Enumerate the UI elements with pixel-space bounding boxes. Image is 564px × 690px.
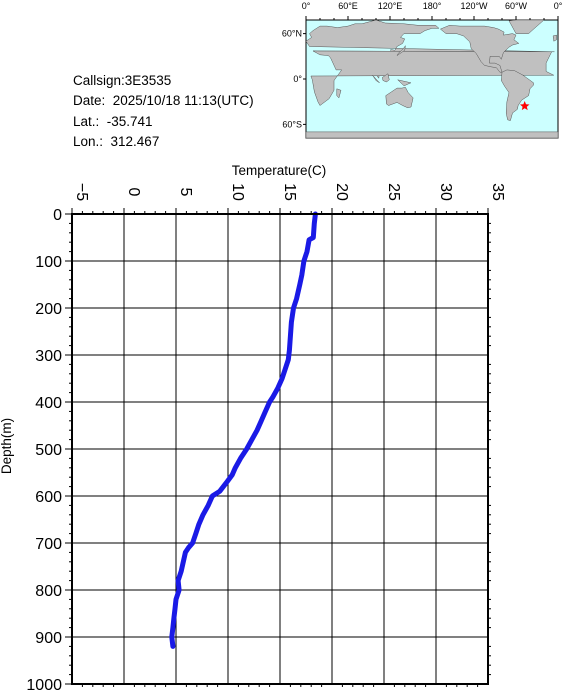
map-lon-label: 180° — [423, 1, 442, 11]
map-lon-label: 120°E — [378, 1, 403, 11]
map-lon-label: 60°E — [338, 1, 358, 11]
map-lon-label: 60°W — [505, 1, 528, 11]
grid — [71, 213, 489, 685]
temperature-profile-line — [169, 211, 318, 649]
y-tick-label: 500 — [35, 442, 62, 459]
map-ticks — [303, 16, 559, 125]
map-lat-label: 0° — [293, 74, 302, 84]
map-lat-labels: 60°N 0° 60°S — [282, 29, 303, 130]
map-landmass — [372, 75, 380, 84]
y-tick-label: 100 — [35, 254, 62, 271]
map-landmass — [396, 79, 412, 87]
x-tick-label: −5 — [73, 183, 90, 201]
map-lon-labels: 0° 60°E 120°E 180° 120°W 60°W 0° — [302, 1, 563, 11]
x-tick-label: 30 — [437, 183, 454, 201]
map-landmass — [501, 69, 534, 121]
y-tick-label: 300 — [35, 348, 62, 365]
x-tick-label: 10 — [229, 183, 246, 201]
x-tick-label: 25 — [385, 183, 402, 201]
map-frame-group: 0° 60°E 120°E 180° 120°W 60°W 0° 60°N 0° 60°S — [282, 1, 563, 139]
x-tick-label: 0 — [125, 188, 142, 197]
minor-ticks — [65, 208, 491, 687]
y-tick-labels: 0 100 200 300 400 500 600 700 800 900 1000 — [26, 207, 62, 690]
x-tick-label: 20 — [333, 183, 350, 201]
date-text: Date: 2025/10/18 11:13(UTC) — [73, 93, 254, 109]
x-tick-label: 5 — [177, 188, 194, 197]
profile-plot: Temperature(C) Depth(m) −5 0 5 10 15 20 25 30 35… — [0, 163, 506, 690]
station-info: Callsign:3E3535 Date: 2025/10/18 11:13(U… — [73, 71, 254, 152]
map-lat-label: 60°N — [282, 29, 302, 39]
y-tick-label: 400 — [35, 395, 62, 412]
map-landmass — [336, 88, 342, 99]
x-tick-labels: −5 0 5 10 15 20 25 30 35 — [73, 183, 506, 201]
latitude-text: Lat.: -35.741 — [73, 113, 153, 129]
y-tick-label: 700 — [35, 536, 62, 553]
y-tick-label: 600 — [35, 489, 62, 506]
map-landmass — [382, 73, 390, 83]
location-marker-icon — [520, 101, 530, 111]
y-tick-label: 800 — [35, 583, 62, 600]
map-landmass — [385, 87, 414, 108]
y-tick-label: 1000 — [26, 677, 62, 690]
callsign-text: Callsign:3E3535 — [73, 73, 172, 88]
map-landmass — [552, 34, 557, 42]
x-tick-label: 15 — [281, 183, 298, 201]
map-lon-label: 120°W — [460, 1, 488, 11]
map-landmass — [439, 25, 520, 73]
map-lat-label: 60°S — [282, 119, 302, 129]
x-axis-label: Temperature(C) — [232, 163, 327, 178]
map-lon-label: 0° — [302, 1, 311, 11]
map-lon-label: 0° — [554, 1, 563, 11]
map-landmass — [305, 131, 559, 139]
y-tick-label: 900 — [35, 630, 62, 647]
y-tick-label: 200 — [35, 301, 62, 318]
plot-frame — [71, 213, 489, 685]
map-landmass — [396, 45, 406, 56]
x-tick-label: 35 — [489, 183, 506, 201]
map-marker-group — [520, 101, 530, 111]
map-land — [305, 19, 559, 139]
y-axis-label: Depth(m) — [0, 418, 14, 474]
longitude-text: Lon.: 312.467 — [73, 133, 160, 149]
y-tick-label: 0 — [53, 207, 62, 224]
